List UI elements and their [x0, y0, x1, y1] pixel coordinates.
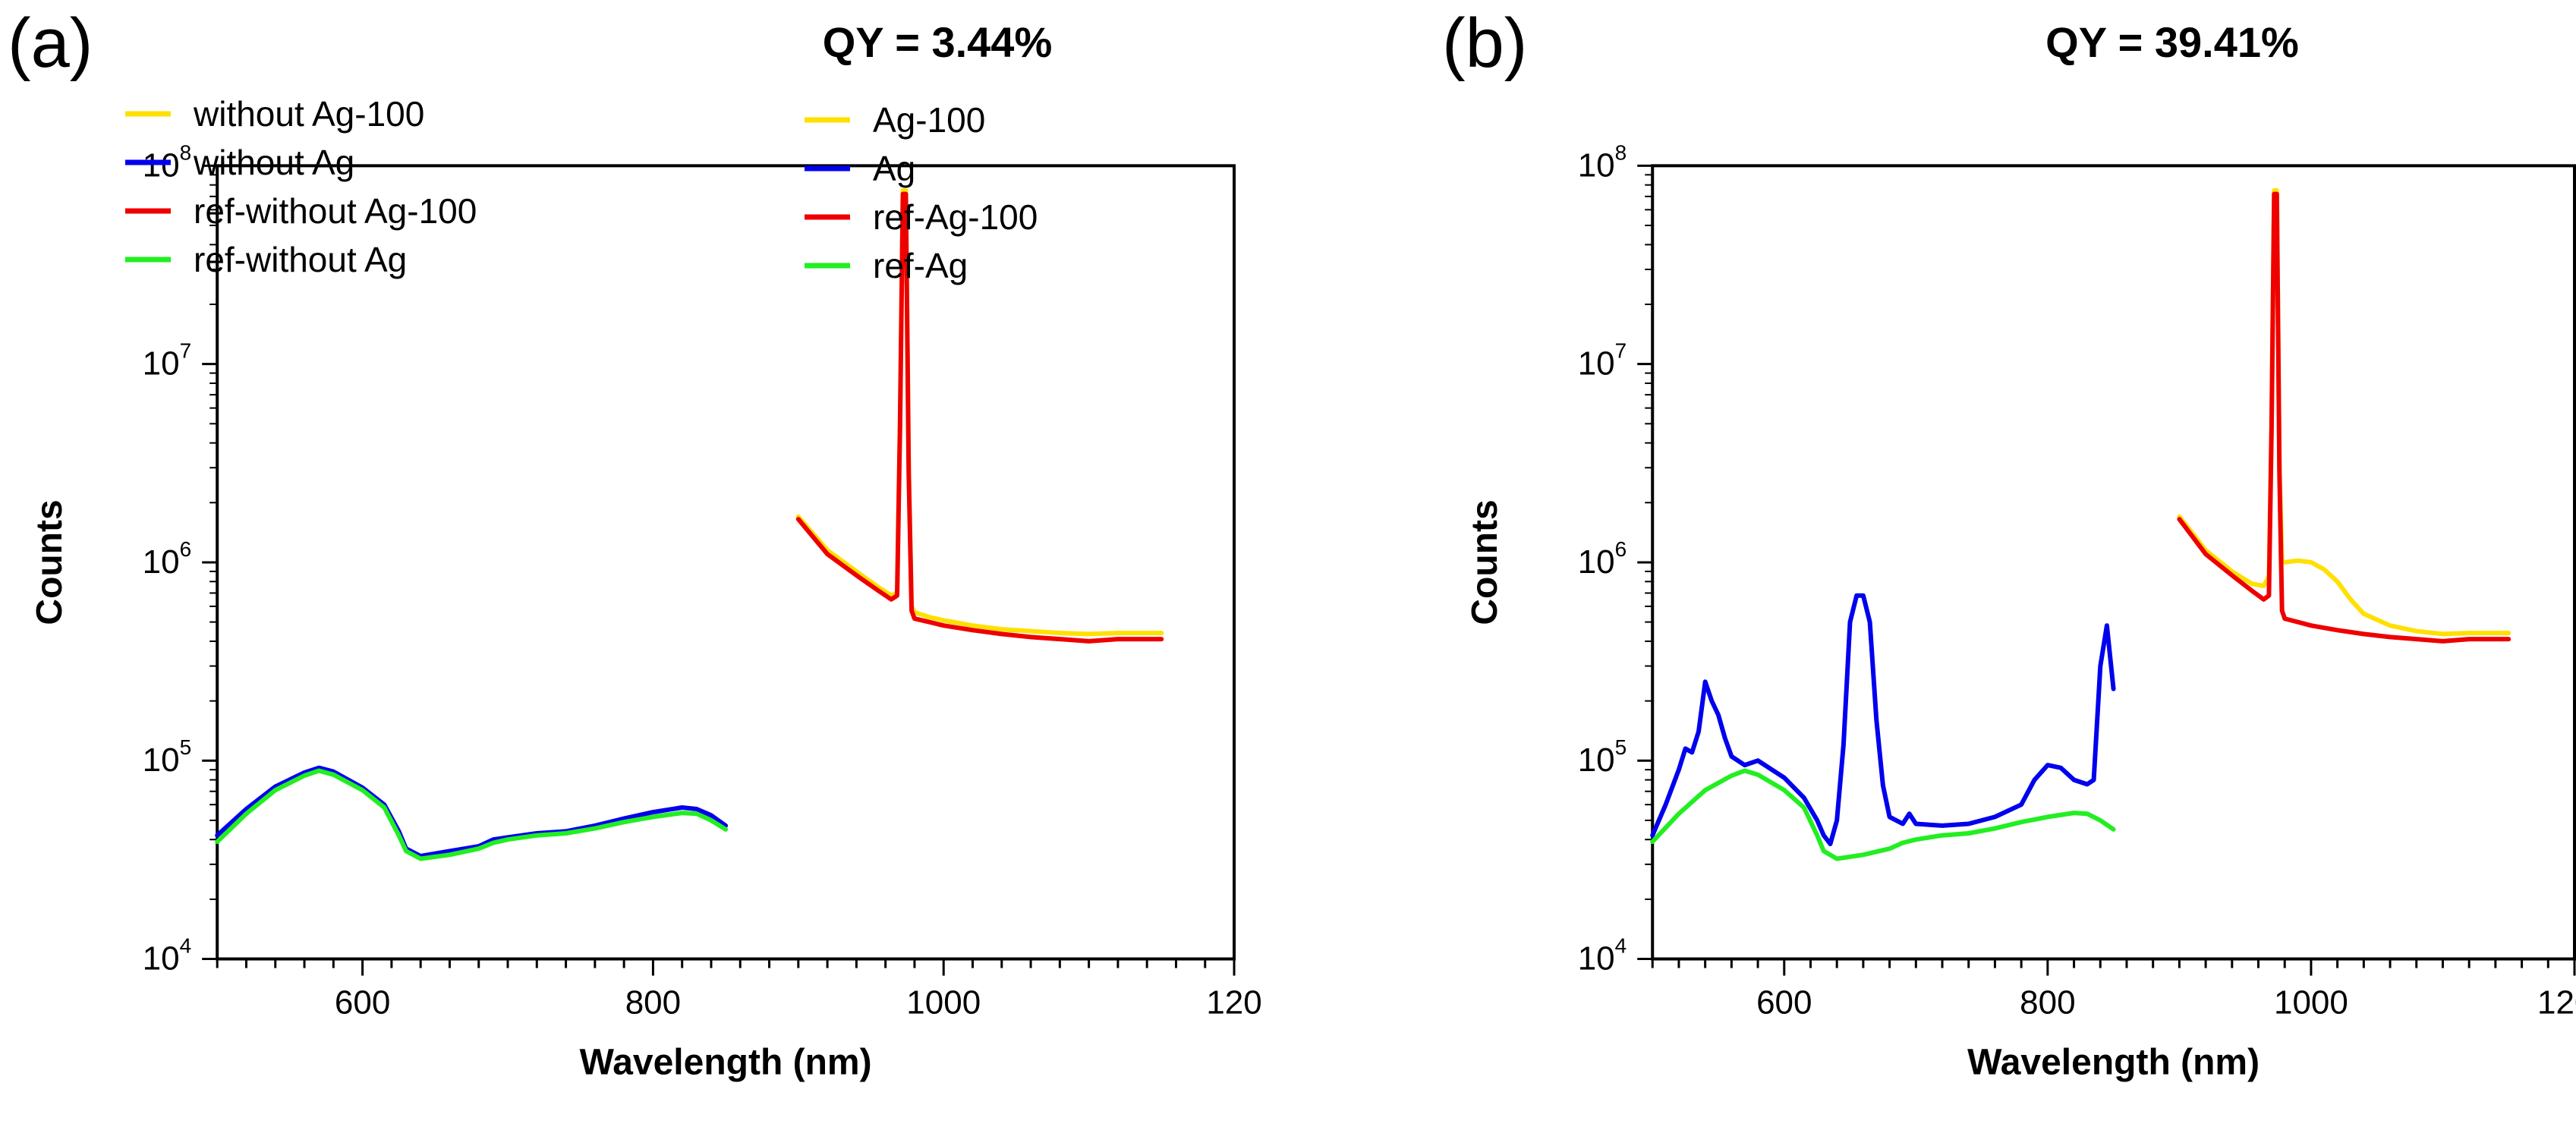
plot-frame	[1651, 164, 2576, 961]
y-tick-exponent: 7	[1615, 339, 1627, 363]
legend-item: Ag-100	[805, 100, 985, 140]
x-tick-label: 600	[335, 984, 390, 1022]
y-tick-exponent: 7	[180, 339, 192, 363]
y-tick-label: 107	[143, 339, 192, 383]
y-tick-label: 105	[1578, 735, 1627, 779]
legend-item: without Ag-100	[125, 94, 424, 134]
y-tick-label: 106	[1578, 537, 1627, 581]
series-line	[1650, 768, 2116, 861]
y-tick-label: 108	[143, 140, 192, 184]
legend-label: ref-without Ag	[194, 240, 407, 279]
legend-label: ref-Ag	[873, 246, 968, 285]
plot-frame	[216, 164, 1236, 961]
y-tick-exponent: 4	[180, 934, 192, 958]
y-tick-exponent: 8	[180, 140, 192, 164]
legend-item: without Ag	[125, 143, 354, 182]
panel-label: (b)	[1442, 5, 1527, 82]
series-line	[2177, 191, 2511, 644]
y-tick-label: 104	[1578, 934, 1627, 978]
y-tick-exponent: 5	[1615, 735, 1627, 759]
y-tick-exponent: 6	[1615, 537, 1627, 561]
legend-label: ref-Ag-100	[873, 197, 1038, 237]
y-tick-exponent: 5	[180, 735, 192, 759]
y-tick-exponent: 4	[1615, 934, 1627, 958]
legend-item: ref-without Ag	[125, 240, 407, 279]
series-line	[795, 191, 1164, 644]
series-line	[795, 188, 1164, 637]
chart-title: QY = 3.44%	[823, 18, 1053, 66]
x-tick-label: 120	[1206, 984, 1261, 1022]
y-axis-title: Counts	[1465, 499, 1505, 625]
y-tick-base: 10	[143, 345, 180, 383]
x-axis-title: Wavelength (nm)	[1967, 1043, 2260, 1083]
y-tick-label: 104	[143, 934, 192, 978]
legend-item: ref-without Ag-100	[125, 191, 477, 231]
y-tick-label: 107	[1578, 339, 1627, 383]
legend-item: ref-Ag-100	[805, 197, 1038, 237]
y-axis-title: Counts	[30, 499, 70, 625]
y-tick-base: 10	[143, 940, 180, 978]
x-tick-label: 1000	[906, 984, 981, 1022]
series-line	[1650, 593, 2116, 846]
y-tick-base: 10	[1578, 543, 1615, 581]
y-tick-base: 10	[143, 146, 180, 184]
panel-label: (a)	[8, 5, 93, 82]
legend-label: without Ag-100	[193, 94, 424, 134]
x-axis-title: Wavelength (nm)	[580, 1043, 872, 1083]
legend-item: ref-Ag	[805, 246, 968, 285]
y-tick-exponent: 6	[180, 537, 192, 561]
chart-title: QY = 39.41%	[2045, 18, 2299, 66]
y-tick-label: 106	[143, 537, 192, 581]
panel-a: (a) QY = 3.44% 600 800 1000 120104105106107…	[8, 5, 1262, 1083]
legend-label: Ag	[873, 149, 915, 188]
panel-b: (b) QY = 39.41% 600800100012001041051061…	[805, 5, 2576, 1083]
x-tick-label: 1000	[2274, 984, 2348, 1022]
y-tick-exponent: 8	[1615, 140, 1627, 164]
y-tick-base: 10	[143, 543, 180, 581]
series-line	[215, 768, 729, 861]
y-tick-base: 10	[1578, 940, 1615, 978]
y-tick-base: 10	[1578, 741, 1615, 779]
series-line	[2177, 188, 2511, 637]
x-tick-label: 600	[1756, 984, 1812, 1022]
x-tick-label: 800	[625, 984, 681, 1022]
legend-label: without Ag	[193, 143, 354, 182]
y-tick-base: 10	[143, 741, 180, 779]
legend-item: Ag	[805, 149, 915, 188]
y-tick-base: 10	[1578, 345, 1615, 383]
x-tick-label: 800	[2020, 984, 2075, 1022]
y-tick-label: 105	[143, 735, 192, 779]
x-tick-label: 1200	[2537, 984, 2576, 1022]
legend-label: ref-without Ag-100	[194, 191, 477, 231]
y-tick-label: 108	[1578, 140, 1627, 184]
series-line	[215, 765, 729, 858]
y-tick-base: 10	[1578, 146, 1615, 184]
legend-label: Ag-100	[873, 100, 985, 140]
